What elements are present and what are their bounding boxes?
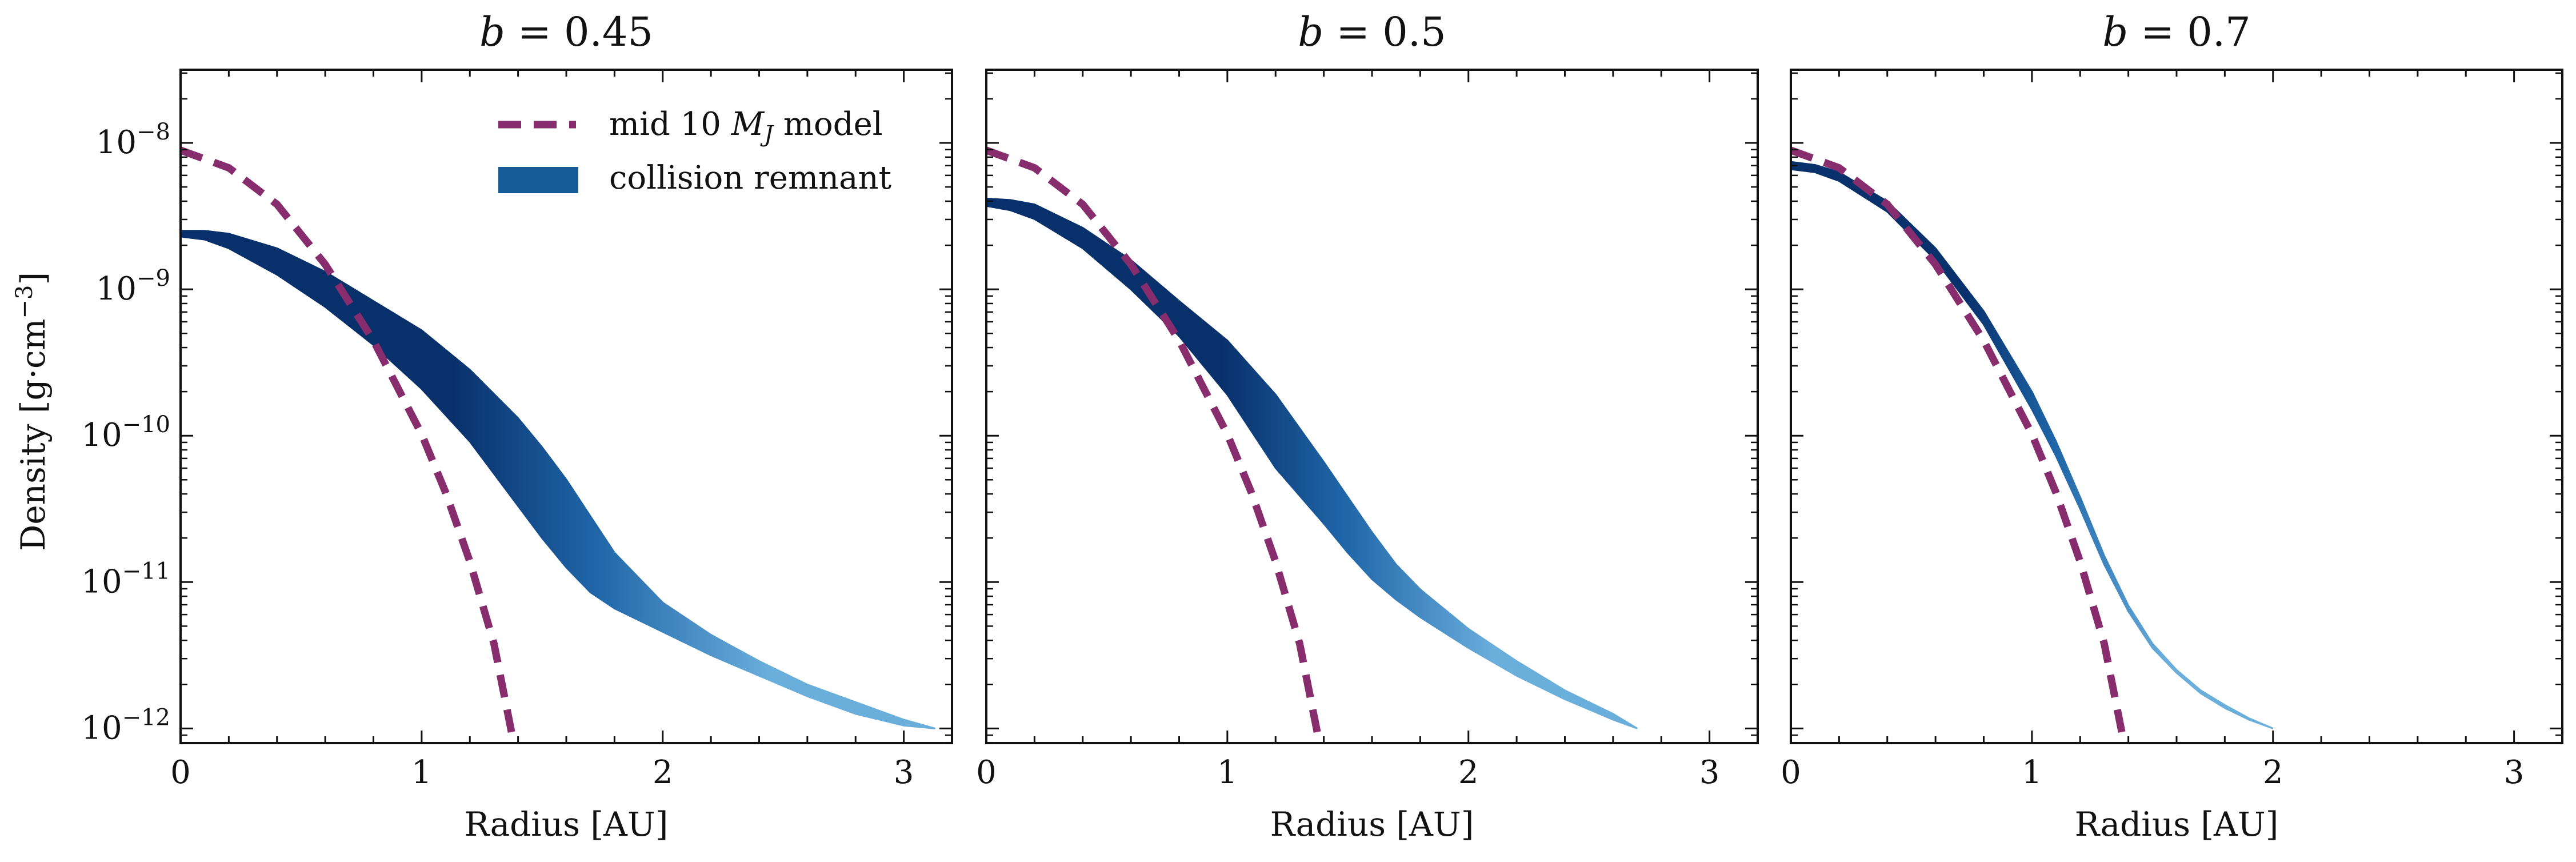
axes-frame [985, 69, 1759, 744]
model-curve [1791, 146, 2128, 743]
axes-frame [1790, 69, 2563, 744]
x-tick-label: 1 [2022, 754, 2042, 791]
panel-title: b = 0.7 [2102, 9, 2250, 55]
y-tick-label: 10−11 [81, 558, 170, 600]
x-tick-label: 3 [1699, 754, 1720, 791]
x-axis-label: Radius [AU] [2075, 805, 2279, 844]
x-axis-label: Radius [AU] [465, 805, 669, 844]
x-axis: 0 1 2 3 [1781, 70, 2524, 791]
panel-b05: b = 0.5 0 1 2 3 Radius [AU] [976, 9, 1759, 844]
model-curve [181, 146, 518, 743]
remnant-band [181, 230, 935, 729]
x-tick-label: 0 [170, 754, 191, 791]
legend-remnant-swatch [498, 167, 578, 193]
x-tick-label: 2 [653, 754, 673, 791]
model-curve [986, 146, 1323, 743]
y-axis [1791, 72, 2562, 744]
x-axis-label: Radius [AU] [1270, 805, 1474, 844]
panel-b07: b = 0.7 0 1 2 3 Radius [AU] [1781, 9, 2563, 844]
x-tick-label: 0 [976, 754, 997, 791]
x-tick-label: 1 [1217, 754, 1238, 791]
legend: mid 10 MJ model collision remnant [498, 106, 892, 197]
x-axis: 0 1 2 3 [170, 70, 914, 791]
plot-area [181, 146, 935, 743]
y-axis-label: Density [g·cm−3] [11, 272, 53, 551]
panel-title: b = 0.45 [479, 9, 653, 55]
y-tick-label: 10−12 [81, 704, 170, 747]
y-tick-label: 10−10 [81, 412, 170, 454]
y-axis [986, 72, 1758, 744]
x-tick-label: 0 [1781, 754, 1801, 791]
x-tick-label: 3 [894, 754, 914, 791]
remnant-band [986, 197, 1638, 729]
plot-area [986, 146, 1638, 743]
remnant-band [1791, 161, 2274, 729]
y-axis: 10−8 10−9 10−10 10−11 10−12 [81, 72, 952, 747]
y-tick-label: 10−8 [96, 119, 170, 161]
x-axis: 0 1 2 3 [976, 70, 1719, 791]
legend-model-label: mid 10 MJ model [609, 106, 883, 147]
panel-title: b = 0.5 [1298, 9, 1446, 55]
x-tick-label: 2 [1458, 754, 1479, 791]
x-tick-label: 1 [411, 754, 432, 791]
y-tick-label: 10−9 [96, 265, 170, 308]
x-tick-label: 2 [2263, 754, 2283, 791]
panel-b045: b = 0.45 0 1 2 3 Radius [AU] 10−8 10−9 10−10 10−1… [81, 9, 953, 844]
legend-remnant-label: collision remnant [609, 159, 892, 197]
x-tick-label: 3 [2504, 754, 2525, 791]
plot-area [1791, 146, 2274, 743]
